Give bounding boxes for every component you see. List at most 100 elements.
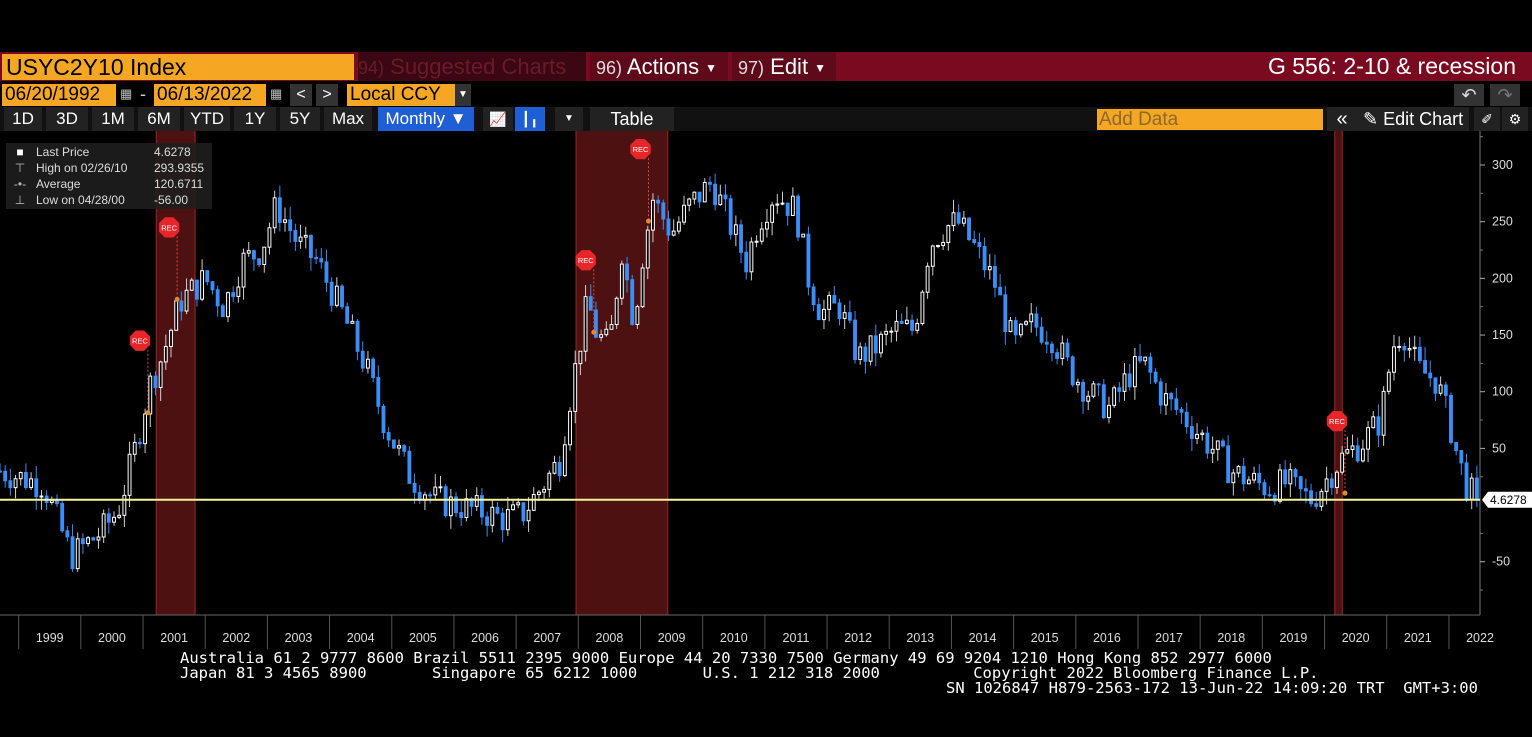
edit-menu[interactable]: 97) Edit ▼ <box>732 52 836 81</box>
candle-body <box>910 319 914 331</box>
candle-body <box>1164 393 1168 406</box>
table-button[interactable]: Table <box>590 107 674 131</box>
candle-body <box>402 445 407 452</box>
footer-session-line: SN 1026847 H879-2563-172 13-Jun-22 14:09… <box>946 679 1478 697</box>
frequency-select[interactable]: Monthly ▼ <box>378 107 474 131</box>
candle-body <box>588 296 593 311</box>
x-tick-label: 2003 <box>285 631 313 645</box>
candlestick-icon[interactable]: ┃╻ <box>515 107 545 131</box>
x-tick-label: 2004 <box>347 631 375 645</box>
candle-body <box>469 498 474 507</box>
candle-body <box>1153 371 1158 383</box>
candle-body <box>1366 427 1370 450</box>
candle-body <box>34 478 39 498</box>
period-6m[interactable]: 6M <box>138 107 180 131</box>
candle-body <box>1267 494 1272 497</box>
end-date-input[interactable]: 06/13/2022 <box>154 84 266 106</box>
calendar-icon[interactable]: ▦ <box>270 86 283 101</box>
y-tick-label: -50 <box>1492 555 1510 569</box>
chevron-down-icon: ▼ <box>814 60 826 75</box>
candle-body <box>1355 445 1360 462</box>
candle-body <box>744 251 749 273</box>
currency-label: Local CCY <box>350 84 441 105</box>
calendar-icon[interactable]: ▦ <box>120 86 133 101</box>
annotate-icon[interactable]: ✐ <box>1474 107 1500 131</box>
candle-body <box>324 261 329 283</box>
candle-body <box>1454 441 1459 452</box>
x-tick-label: 2012 <box>844 631 872 645</box>
next-period-button[interactable]: > <box>316 84 338 106</box>
candle-body <box>1148 356 1153 373</box>
undo-icon[interactable]: ↶ <box>1454 84 1484 106</box>
candle-body <box>625 263 629 281</box>
actions-menu[interactable]: 96) Actions ▼ <box>590 52 728 81</box>
candle-body <box>1324 478 1329 492</box>
edit-chart-button[interactable]: ✎ Edit Chart <box>1357 107 1469 131</box>
prev-period-button[interactable]: < <box>290 84 312 106</box>
chart-canvas[interactable]: 1999 2000 2001 2002 2003 2004 2005 2006 2007 2008… <box>0 131 1532 653</box>
chart-title: G 556: 2-10 & recession <box>1267 53 1516 79</box>
candle-body <box>1262 482 1267 496</box>
candle-body <box>640 267 645 308</box>
collapse-icon[interactable]: « <box>1327 107 1357 131</box>
candle-body <box>754 240 759 243</box>
period-max[interactable]: Max <box>324 107 372 131</box>
candle-body <box>376 376 381 407</box>
x-tick-label: 2017 <box>1155 631 1183 645</box>
candle-body <box>210 281 215 291</box>
candle-body <box>283 219 287 223</box>
candle-body <box>666 218 671 236</box>
candle-body <box>1449 394 1453 443</box>
candle-body <box>267 227 272 248</box>
gear-icon[interactable]: ⚙ <box>1502 107 1528 131</box>
ticker-field[interactable]: USYC2Y10 Index <box>2 54 354 80</box>
period-3d[interactable]: 3D <box>46 107 88 131</box>
period-1y[interactable]: 1Y <box>234 107 276 131</box>
x-tick-label: 2019 <box>1280 631 1308 645</box>
line-chart-icon[interactable]: 📈 <box>483 107 513 131</box>
candle-body <box>1132 356 1137 388</box>
x-tick-label: 2006 <box>471 631 499 645</box>
period-5y[interactable]: 5Y <box>280 107 320 131</box>
candle-body <box>1060 342 1065 359</box>
legend-high-value: 293.9355 <box>154 161 205 175</box>
footer-contacts-line1: Australia 61 2 9777 8600 Brazil 5511 239… <box>180 649 1272 667</box>
candle-body <box>765 221 769 230</box>
candle-body <box>345 306 350 324</box>
period-ytd[interactable]: YTD <box>184 107 230 131</box>
candle-body <box>594 309 598 338</box>
candle-body <box>189 279 194 291</box>
add-data-input[interactable] <box>1097 109 1323 130</box>
candle-body <box>1215 440 1220 450</box>
candle-body <box>29 478 34 489</box>
candle-body <box>951 212 956 227</box>
candle-body <box>873 335 878 354</box>
recession-marker-label: REC <box>633 145 649 154</box>
start-date-input[interactable]: 06/20/1992 <box>2 84 116 106</box>
candle-body <box>1003 294 1008 332</box>
candle-body <box>1138 356 1142 362</box>
chevron-down-icon[interactable]: ▼ <box>555 107 583 131</box>
period-1d[interactable]: 1D <box>4 107 42 131</box>
candle-body <box>702 181 707 203</box>
candle-body <box>474 495 479 507</box>
recession-marker-label: REC <box>132 337 148 346</box>
candle-body <box>459 512 464 519</box>
recession-marker-3 <box>630 139 651 160</box>
candle-body <box>464 498 469 519</box>
candle-body <box>521 502 526 522</box>
candle-body <box>96 536 101 541</box>
candle-body <box>106 513 111 523</box>
candle-body <box>495 506 500 514</box>
candle-body <box>946 225 951 243</box>
currency-select[interactable]: Local CCY ▼ <box>347 84 471 106</box>
recession-marker-4 <box>1326 411 1348 432</box>
candle-body <box>676 221 681 232</box>
candle-body <box>3 470 8 482</box>
suggested-charts-button[interactable]: 94) Suggested Charts <box>358 52 586 81</box>
candle-body <box>1246 479 1251 485</box>
chevron-down-icon: ▼ <box>449 109 467 128</box>
candle-body <box>609 324 614 330</box>
period-1m[interactable]: 1M <box>92 107 134 131</box>
redo-icon[interactable]: ↷ <box>1490 84 1520 106</box>
